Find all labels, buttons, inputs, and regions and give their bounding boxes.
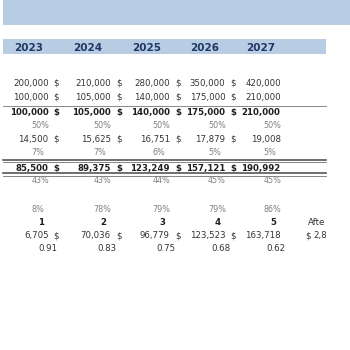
Text: $: $ <box>175 79 181 88</box>
Text: $: $ <box>230 135 236 144</box>
Text: $: $ <box>54 135 59 144</box>
Text: $: $ <box>54 93 59 102</box>
Text: 16,751: 16,751 <box>140 135 170 144</box>
Text: 157,121: 157,121 <box>186 163 225 173</box>
Text: 6%: 6% <box>153 148 165 158</box>
Text: $: $ <box>230 231 236 240</box>
Text: 2024: 2024 <box>73 43 102 53</box>
Text: $: $ <box>116 163 122 173</box>
Text: 1: 1 <box>38 218 44 227</box>
Text: 15,625: 15,625 <box>81 135 111 144</box>
Text: $: $ <box>175 93 181 102</box>
Text: 0.83: 0.83 <box>97 244 116 253</box>
Text: $: $ <box>54 163 60 173</box>
Text: 200,000: 200,000 <box>13 79 49 88</box>
Text: 78%: 78% <box>93 205 111 214</box>
Text: $: $ <box>54 231 59 240</box>
Text: $: $ <box>175 108 181 117</box>
Text: 70,036: 70,036 <box>81 231 111 240</box>
Text: 86%: 86% <box>263 205 281 214</box>
Text: 210,000: 210,000 <box>245 93 281 102</box>
Text: 5: 5 <box>270 218 276 227</box>
Text: $: $ <box>175 163 181 173</box>
Text: 0.91: 0.91 <box>38 244 57 253</box>
Text: 420,000: 420,000 <box>245 79 281 88</box>
Text: 85,500: 85,500 <box>16 163 49 173</box>
Text: 44%: 44% <box>153 176 170 186</box>
Text: 6,705: 6,705 <box>24 231 49 240</box>
Text: 210,000: 210,000 <box>75 79 111 88</box>
FancyBboxPatch shape <box>4 38 326 54</box>
Text: 50%: 50% <box>208 121 226 131</box>
Text: 280,000: 280,000 <box>134 79 170 88</box>
Text: 7%: 7% <box>93 148 106 158</box>
Text: 175,000: 175,000 <box>190 93 225 102</box>
Text: 105,000: 105,000 <box>75 93 111 102</box>
Text: 210,000: 210,000 <box>242 108 281 117</box>
Text: $: $ <box>230 163 237 173</box>
Text: 50%: 50% <box>153 121 170 131</box>
Text: $: $ <box>230 108 237 117</box>
Text: 0.62: 0.62 <box>267 244 286 253</box>
Text: $: $ <box>116 231 121 240</box>
Text: $: $ <box>54 79 59 88</box>
Text: 4: 4 <box>215 218 221 227</box>
Text: $: $ <box>54 108 60 117</box>
Text: 17,879: 17,879 <box>195 135 225 144</box>
Text: Afte: Afte <box>308 218 326 227</box>
Text: $: $ <box>305 231 310 240</box>
Text: 5%: 5% <box>263 148 276 158</box>
Text: 50%: 50% <box>263 121 281 131</box>
Text: 0.75: 0.75 <box>156 244 175 253</box>
Text: 3: 3 <box>159 218 166 227</box>
Text: 190,992: 190,992 <box>241 163 281 173</box>
Text: $: $ <box>116 135 121 144</box>
Text: 105,000: 105,000 <box>72 108 111 117</box>
Text: 2023: 2023 <box>14 43 43 53</box>
Text: $: $ <box>230 93 236 102</box>
Text: 140,000: 140,000 <box>131 108 170 117</box>
FancyBboxPatch shape <box>4 25 350 38</box>
Text: 96,779: 96,779 <box>140 231 170 240</box>
Text: 123,249: 123,249 <box>130 163 170 173</box>
Text: 100,000: 100,000 <box>13 93 49 102</box>
Text: 2027: 2027 <box>246 43 275 53</box>
Text: 140,000: 140,000 <box>134 93 170 102</box>
Text: 2,8: 2,8 <box>314 231 327 240</box>
Text: 2025: 2025 <box>132 43 161 53</box>
Text: 7%: 7% <box>31 148 44 158</box>
Text: $: $ <box>175 135 181 144</box>
Text: 79%: 79% <box>153 205 170 214</box>
Text: 123,523: 123,523 <box>190 231 225 240</box>
Text: $: $ <box>116 93 121 102</box>
Text: 175,000: 175,000 <box>186 108 225 117</box>
Text: 45%: 45% <box>263 176 281 186</box>
Text: $: $ <box>116 79 121 88</box>
Text: 79%: 79% <box>208 205 226 214</box>
Text: $: $ <box>230 79 236 88</box>
Text: 5%: 5% <box>208 148 221 158</box>
Text: 163,718: 163,718 <box>245 231 281 240</box>
Text: 2026: 2026 <box>191 43 219 53</box>
Text: 8%: 8% <box>31 205 44 214</box>
FancyBboxPatch shape <box>4 0 350 25</box>
Text: 89,375: 89,375 <box>78 163 111 173</box>
Text: 45%: 45% <box>208 176 226 186</box>
Text: 350,000: 350,000 <box>190 79 225 88</box>
Text: 50%: 50% <box>31 121 49 131</box>
Text: 50%: 50% <box>93 121 111 131</box>
Text: $: $ <box>116 108 122 117</box>
Text: 100,000: 100,000 <box>10 108 49 117</box>
Text: 14,500: 14,500 <box>19 135 49 144</box>
Text: 19,008: 19,008 <box>251 135 281 144</box>
Text: 2: 2 <box>100 218 106 227</box>
Text: $: $ <box>175 231 181 240</box>
Text: 43%: 43% <box>93 176 111 186</box>
Text: 43%: 43% <box>31 176 49 186</box>
Text: 0.68: 0.68 <box>211 244 231 253</box>
